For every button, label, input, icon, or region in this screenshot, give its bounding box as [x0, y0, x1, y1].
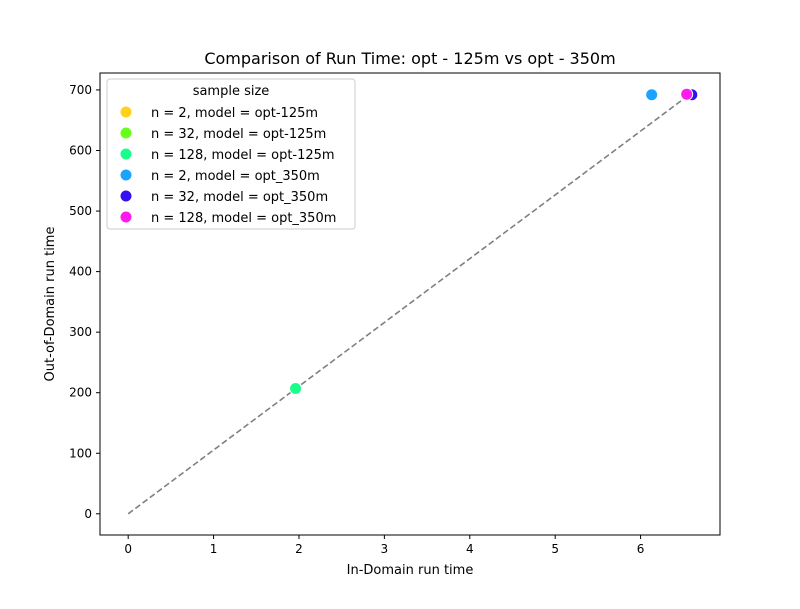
y-tick-label: 100 — [69, 446, 92, 460]
legend-marker — [119, 168, 133, 182]
y-tick-label: 0 — [84, 507, 92, 521]
x-tick-label: 1 — [210, 542, 218, 556]
y-tick-label: 300 — [69, 325, 92, 339]
legend-label: n = 32, model = opt_350m — [151, 190, 328, 205]
reference-line — [127, 95, 689, 515]
legend-marker — [119, 105, 133, 119]
legend-marker — [119, 147, 133, 161]
legend-label: n = 2, model = opt_350m — [151, 169, 320, 184]
x-tick-label: 5 — [551, 542, 559, 556]
legend-marker — [119, 210, 133, 224]
x-tick-label: 3 — [381, 542, 389, 556]
data-point — [680, 87, 694, 101]
y-tick-label: 500 — [69, 204, 92, 218]
legend-box — [106, 78, 356, 230]
data-point — [289, 381, 303, 395]
x-axis-ticks: 0 1 2 3 4 5 6 — [124, 535, 644, 556]
y-tick-label: 200 — [69, 386, 92, 400]
x-tick-label: 4 — [466, 542, 474, 556]
x-axis-label: In-Domain run time — [347, 563, 474, 578]
plot-area — [127, 87, 699, 515]
plot-frame — [99, 72, 721, 536]
y-tick-label: 400 — [69, 265, 92, 279]
legend-label: n = 128, model = opt-125m — [151, 148, 335, 163]
legend: sample size n = 2, model = opt-125m n = 3… — [106, 78, 356, 230]
y-tick-label: 700 — [69, 83, 92, 97]
y-tick-label: 600 — [69, 144, 92, 158]
legend-marker — [119, 189, 133, 203]
x-tick-label: 6 — [637, 542, 645, 556]
x-tick-label: 2 — [295, 542, 303, 556]
legend-label: n = 32, model = opt-125m — [151, 127, 326, 142]
y-axis-label: Out-of-Domain run time — [43, 227, 58, 382]
legend-marker — [119, 126, 133, 140]
data-point — [645, 88, 659, 102]
legend-label: n = 2, model = opt-125m — [151, 106, 318, 121]
x-tick-label: 0 — [124, 542, 132, 556]
chart-title: Comparison of Run Time: opt - 125m vs op… — [204, 49, 615, 68]
y-axis-ticks: 0 100 200 300 400 500 600 700 — [69, 83, 100, 521]
legend-label: n = 128, model = opt_350m — [151, 211, 336, 226]
legend-title: sample size — [193, 84, 270, 99]
